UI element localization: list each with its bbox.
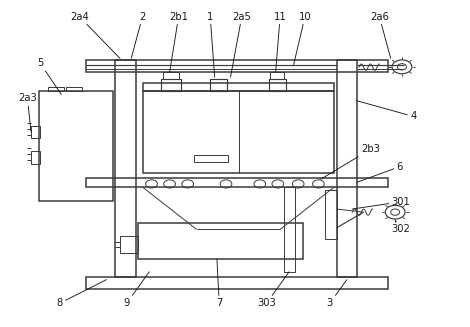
Bar <box>138 223 303 259</box>
Bar <box>48 87 63 91</box>
Text: 303: 303 <box>257 272 289 308</box>
Bar <box>86 277 388 289</box>
Text: 3: 3 <box>327 280 347 308</box>
Text: 2a5: 2a5 <box>230 11 251 77</box>
Bar <box>66 87 82 91</box>
Text: 9: 9 <box>124 272 149 308</box>
Bar <box>337 60 357 277</box>
Bar <box>161 79 181 91</box>
Text: 2b1: 2b1 <box>169 11 188 73</box>
Text: 8: 8 <box>57 280 106 308</box>
Text: 2a3: 2a3 <box>18 93 37 132</box>
Bar <box>163 73 179 79</box>
Text: 2a4: 2a4 <box>70 11 120 58</box>
Bar <box>269 79 286 91</box>
Bar <box>284 187 295 272</box>
Text: 4: 4 <box>357 101 416 121</box>
Text: 5: 5 <box>37 58 61 95</box>
Bar <box>31 151 39 164</box>
Bar <box>195 155 228 162</box>
Bar <box>31 126 39 138</box>
Bar <box>142 91 334 173</box>
Text: 10: 10 <box>294 11 311 65</box>
Bar <box>210 79 227 91</box>
Text: 302: 302 <box>392 220 410 234</box>
Text: 301: 301 <box>352 197 410 209</box>
Text: 7: 7 <box>216 259 222 308</box>
Bar <box>120 236 138 253</box>
Bar <box>116 60 136 277</box>
Text: 2: 2 <box>131 11 146 58</box>
Text: 6: 6 <box>357 162 403 182</box>
Bar <box>270 73 284 79</box>
Bar <box>142 83 334 91</box>
Text: 1: 1 <box>207 11 215 77</box>
Text: 2b3: 2b3 <box>321 145 380 179</box>
Bar <box>325 190 337 239</box>
Bar <box>86 178 388 187</box>
Bar <box>39 91 113 201</box>
Text: 11: 11 <box>274 11 287 73</box>
Text: 2a6: 2a6 <box>370 11 391 58</box>
Bar <box>86 60 388 73</box>
